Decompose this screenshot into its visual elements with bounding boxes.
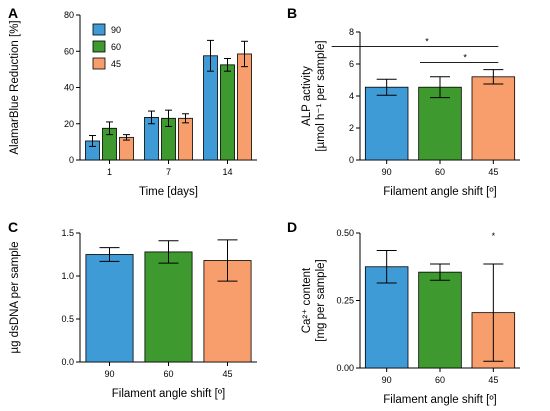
y-tick-label-D: 0.00 xyxy=(336,363,354,373)
x-tick-label-A: 7 xyxy=(166,167,171,177)
y-tick-label-D: 0.50 xyxy=(336,228,354,238)
y-tick-label-C: 0.0 xyxy=(61,357,74,367)
y-tick-label-C: 1.0 xyxy=(61,271,74,281)
bar-A-45-14 xyxy=(237,53,252,161)
y-tick-label-B: 0 xyxy=(349,155,354,165)
y-tick-label-A: 80 xyxy=(64,10,74,20)
x-tick-label-D: 45 xyxy=(488,375,498,385)
bar-C-60 xyxy=(144,251,193,363)
bar-C-90 xyxy=(85,254,134,363)
y-tick-label-B: 2 xyxy=(349,123,354,133)
x-tick-label-D: 90 xyxy=(382,375,392,385)
y-tick-label-B: 8 xyxy=(349,27,354,37)
y-tick-label-A: 0 xyxy=(69,155,74,165)
y-tick-label-D: 0.25 xyxy=(336,296,354,306)
x-tick-label-D: 60 xyxy=(435,375,445,385)
legend-label-45: 45 xyxy=(111,59,121,69)
y-axis-label-A: AlamarBlue Reduction [%] xyxy=(9,20,21,154)
y-axis-label-B: ALP activity xyxy=(301,66,313,126)
bar-B-60 xyxy=(418,86,462,161)
x-tick-label-B: 45 xyxy=(488,167,498,177)
significance-star-B: * xyxy=(463,52,467,62)
bar-A-60-14 xyxy=(220,64,235,161)
bar-A-45-7 xyxy=(178,117,193,161)
legend-label-60: 60 xyxy=(111,42,121,52)
y-tick-label-A: 40 xyxy=(64,83,74,93)
x-tick-label-A: 14 xyxy=(222,167,232,177)
y-axis-label-unit-B: [µmol h⁻¹ per sample] xyxy=(315,40,327,151)
y-tick-label-B: 4 xyxy=(349,91,354,101)
panel-label-D: D xyxy=(287,219,297,235)
x-axis-label-A: Time [days] xyxy=(139,186,198,198)
bar-B-90 xyxy=(364,86,409,161)
y-tick-label-A: 60 xyxy=(64,46,74,56)
y-axis-label-C: µg dsDNA per sample xyxy=(9,241,21,353)
panel-label-B: B xyxy=(287,5,297,21)
y-tick-label-B: 6 xyxy=(349,59,354,69)
x-tick-label-C: 45 xyxy=(222,369,232,379)
panel-label-C: C xyxy=(8,219,18,235)
x-axis-label-C: Filament angle shift [º] xyxy=(112,388,226,400)
x-tick-label-B: 90 xyxy=(382,167,392,177)
y-tick-label-C: 1.5 xyxy=(61,228,74,238)
x-tick-label-C: 90 xyxy=(104,369,114,379)
significance-star-B: * xyxy=(425,36,429,46)
x-axis-label-B: Filament angle shift [º] xyxy=(383,186,497,198)
x-tick-label-C: 60 xyxy=(163,369,173,379)
x-tick-label-A: 1 xyxy=(107,167,112,177)
bar-B-45 xyxy=(471,76,516,161)
bar-A-45-1 xyxy=(119,136,134,161)
y-axis-label-D: Ca²⁺ content xyxy=(301,267,313,333)
significance-star-D: * xyxy=(492,231,496,241)
bar-D-60 xyxy=(418,271,462,369)
y-tick-label-A: 20 xyxy=(64,119,74,129)
x-axis-label-D: Filament angle shift [º] xyxy=(383,394,497,406)
legend-swatch-45 xyxy=(92,57,106,70)
panel-label-A: A xyxy=(8,5,18,21)
y-tick-label-C: 0.5 xyxy=(61,314,74,324)
legend-label-90: 90 xyxy=(111,25,121,35)
legend-swatch-90 xyxy=(92,23,106,36)
x-tick-label-B: 60 xyxy=(435,167,445,177)
legend-swatch-60 xyxy=(92,40,106,53)
y-axis-label-unit-D: [mg per sample] xyxy=(315,259,327,341)
